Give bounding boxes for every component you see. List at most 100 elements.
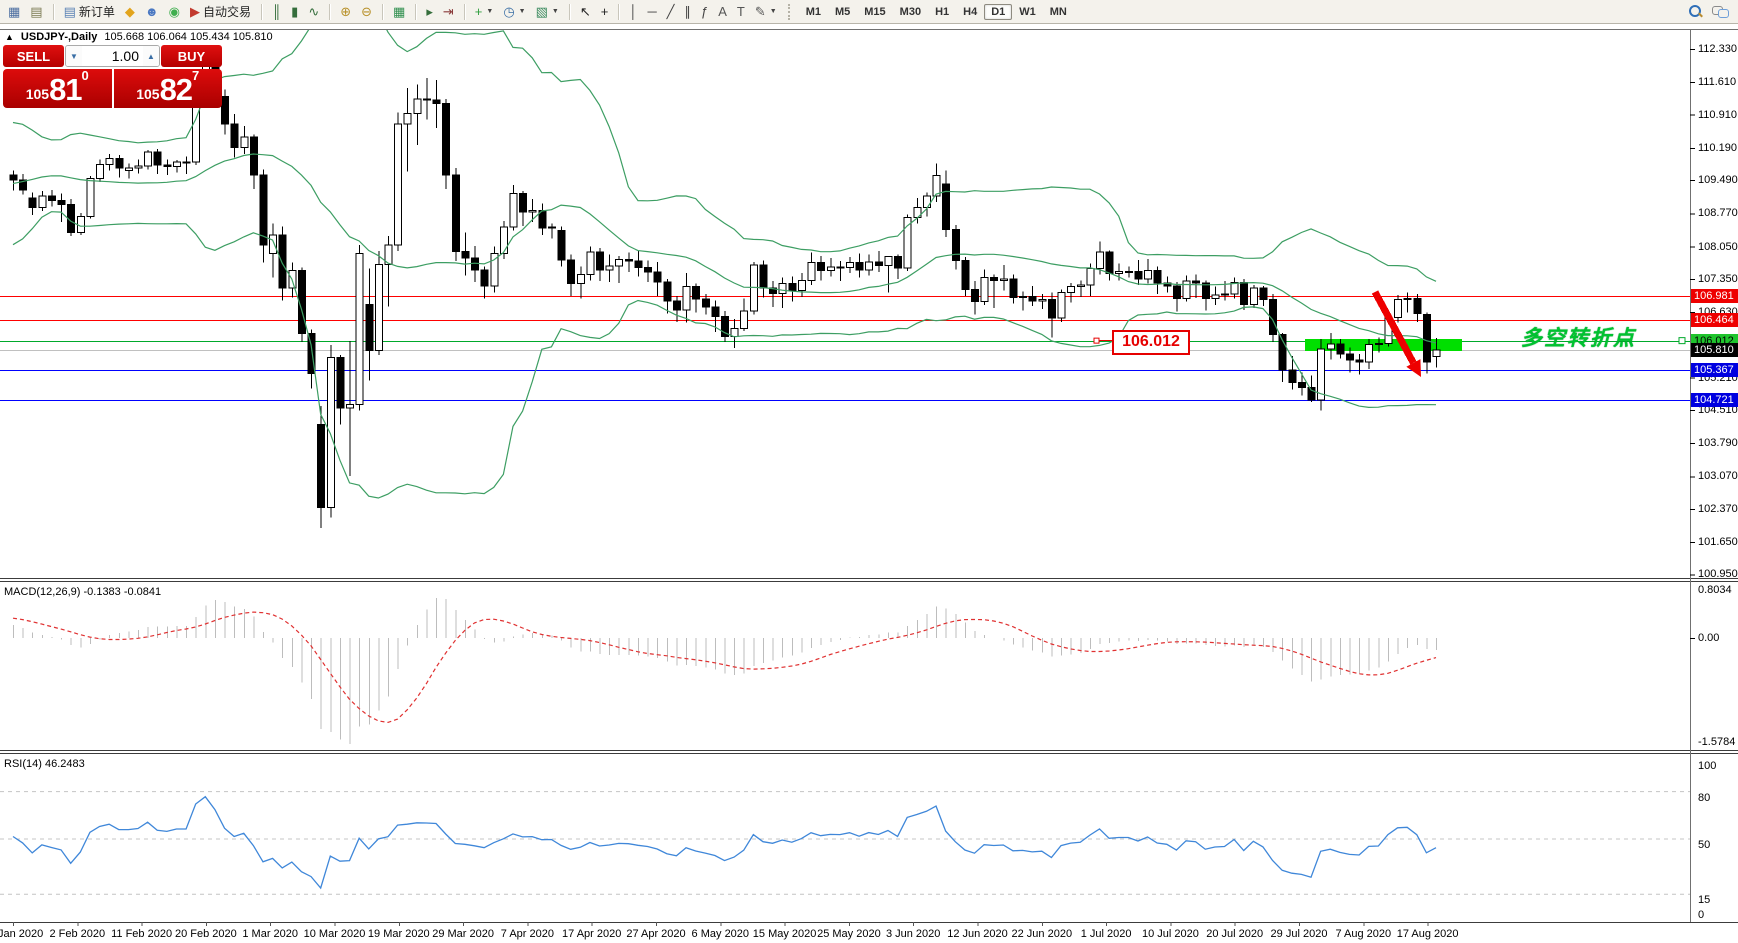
buy-price-point: 7 <box>192 68 200 83</box>
candle <box>490 252 499 287</box>
volume-increase-button[interactable]: ▲ <box>143 46 159 66</box>
cursor-button[interactable]: ↖ <box>575 1 596 22</box>
date-label: 20 Feb 2020 <box>175 928 237 940</box>
symbol-period-label: USDJPY-,Daily <box>20 31 98 43</box>
main-panel[interactable] <box>0 24 1690 529</box>
chat-icon[interactable] <box>1712 5 1729 18</box>
toolbar-button-label: 自动交易 <box>202 5 251 19</box>
horizontal-line-price-label[interactable]: 106.012 <box>1112 330 1190 355</box>
fibonacci-button[interactable]: ƒ <box>696 1 713 22</box>
candle <box>1355 359 1364 363</box>
candle <box>576 273 585 284</box>
zoom-in-button[interactable]: ⊕ <box>335 1 356 22</box>
macd-panel[interactable] <box>12 598 1438 744</box>
candle <box>374 264 383 351</box>
line-chart-button[interactable]: ∿ <box>303 1 324 22</box>
signals-button[interactable]: ◉ <box>164 1 185 22</box>
candle <box>1345 353 1354 361</box>
rsi-panel[interactable] <box>0 791 1690 895</box>
periods-button[interactable]: ◷ ▼ <box>498 1 530 22</box>
volume-input[interactable] <box>82 46 143 66</box>
volume-decrease-button[interactable]: ▼ <box>66 46 82 66</box>
timeframe-m5[interactable]: M5 <box>834 5 851 18</box>
new-chart-button[interactable]: ▦ <box>3 1 25 22</box>
candle <box>28 197 37 208</box>
candlestick-chart-button[interactable]: ▮ <box>286 1 303 22</box>
toolbar-button-label: 新订单 <box>78 5 115 19</box>
zoom-out-button[interactable]: ⊖ <box>356 1 377 22</box>
candle <box>221 96 230 125</box>
crosshair-button[interactable]: + <box>596 1 614 22</box>
candle <box>980 276 989 302</box>
vertical-line-icon: │ <box>629 4 638 19</box>
timeframe-m1[interactable]: M1 <box>805 5 821 18</box>
vertical-line-button[interactable]: │ <box>624 1 642 22</box>
tile-windows-button[interactable]: ▦ <box>388 1 410 22</box>
bar-chart-button[interactable]: ║ <box>267 1 286 22</box>
candle <box>846 262 855 268</box>
toolbar-separator <box>618 3 620 20</box>
date-label: 11 Feb 2020 <box>111 928 173 940</box>
templates-button[interactable]: ▧ ▼ <box>531 1 564 22</box>
candle <box>384 244 393 266</box>
timeframe-d1[interactable]: D1 <box>984 3 1013 20</box>
candle <box>826 266 835 272</box>
horizontal-line-button[interactable]: ─ <box>642 1 661 22</box>
sell-button[interactable]: SELL <box>3 45 64 67</box>
arrows-tool-button[interactable]: ✎ ▼ <box>750 1 782 22</box>
candle <box>528 210 537 213</box>
text-label-button[interactable]: T <box>732 1 750 22</box>
periods-button: ◷ <box>503 4 515 19</box>
timeframe-mn[interactable]: MN <box>1049 5 1067 18</box>
auto-scroll-button[interactable]: ▸ <box>421 1 438 22</box>
indicators-button[interactable]: + ▼ <box>470 1 499 22</box>
buy-button[interactable]: BUY <box>161 45 222 67</box>
rsi-tick-label: 100 <box>1698 760 1717 772</box>
equidistant-channel-button[interactable]: ∥ <box>680 1 697 22</box>
text-button[interactable]: A <box>713 1 732 22</box>
candle <box>422 98 431 101</box>
metaeditor-button[interactable]: ◆ <box>120 1 140 22</box>
candle <box>172 161 181 168</box>
chart-annotation-text[interactable]: 多空转折点 <box>1521 327 1636 350</box>
buy-price-button[interactable]: 105 82 7 <box>113 68 222 108</box>
timeframe-h4[interactable]: H4 <box>963 5 978 18</box>
candle <box>884 256 893 266</box>
toolbar-group: │ ─ ╱ ∥ ƒ A T ✎ ▼ <box>621 0 784 23</box>
candle <box>394 123 403 246</box>
toolbar-group: ↖ + <box>572 0 617 23</box>
toolbar-right <box>1689 5 1738 18</box>
date-label: 2 Feb 2020 <box>49 928 106 940</box>
new-order-button[interactable]: ▤ 新订单 <box>59 1 120 22</box>
timeframe-h1[interactable]: H1 <box>935 5 950 18</box>
trendline-button[interactable]: ╱ <box>662 1 680 22</box>
timeframe-m15[interactable]: M15 <box>864 5 886 18</box>
profiles-button[interactable]: ▤ <box>25 1 47 22</box>
toolbar-drag-handle <box>787 3 793 20</box>
chart-shift-button[interactable]: ⇥ <box>438 1 459 22</box>
autotrading-button[interactable]: ▶ 自动交易 <box>185 1 256 22</box>
equidistant-channel-icon: ∥ <box>684 4 692 19</box>
candle <box>672 300 681 311</box>
price-line-badge: 106.981 <box>1691 288 1738 303</box>
bar-chart-icon: ║ <box>271 4 282 19</box>
candlestick-chart-icon: ▮ <box>291 4 299 19</box>
date-label: 10 Mar 2020 <box>303 928 366 940</box>
chart-canvas[interactable] <box>0 24 1738 943</box>
timeframe-m30[interactable]: M30 <box>899 5 922 18</box>
search-icon[interactable] <box>1689 5 1702 18</box>
timeframe-w1[interactable]: W1 <box>1019 5 1036 18</box>
date-label: 1 Mar 2020 <box>242 928 299 940</box>
chevron-down-icon: ▼ <box>518 8 526 15</box>
candle <box>1288 369 1297 383</box>
collapse-panel-icon[interactable]: ▲ <box>5 32 14 42</box>
chart-window[interactable]: ▲ USDJPY-,Daily 105.668 106.064 105.434 … <box>0 24 1738 943</box>
candle <box>663 281 672 302</box>
trend-arrow-head[interactable] <box>1406 359 1421 377</box>
sell-price-button[interactable]: 105 81 0 <box>3 69 112 108</box>
community-button[interactable]: ☻ <box>140 1 164 22</box>
candle <box>230 123 239 148</box>
candle <box>1249 287 1258 305</box>
profiles-icon: ▤ <box>30 4 43 19</box>
date-label: 25 May 2020 <box>817 928 881 940</box>
